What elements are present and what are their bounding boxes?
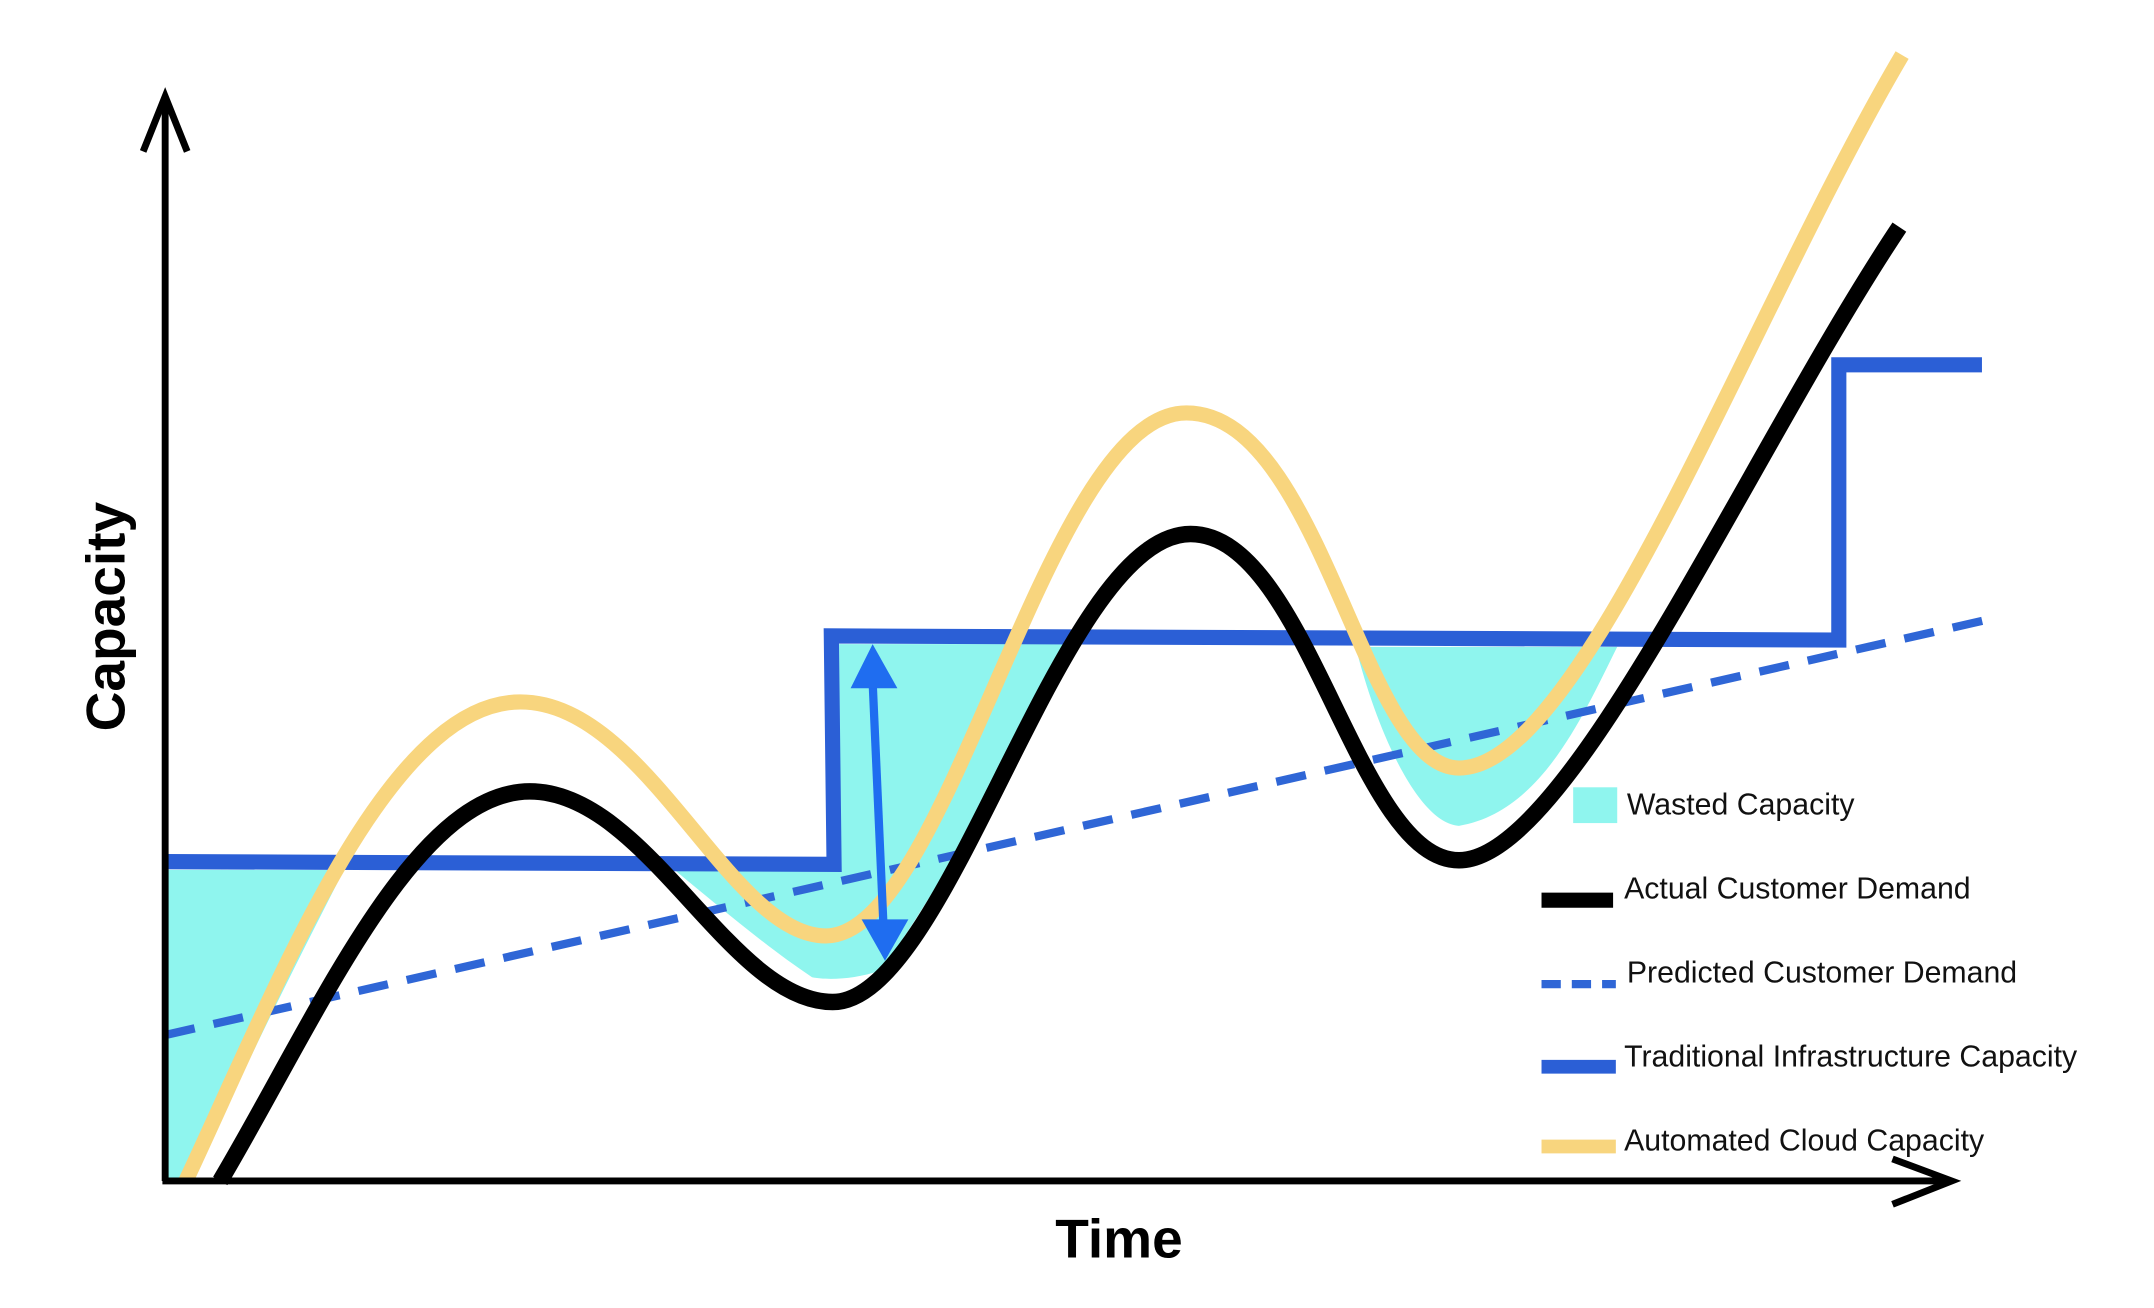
y-axis-label: Capacity <box>75 502 137 732</box>
gap-arrow <box>850 644 909 961</box>
legend-label: Wasted Capacity <box>1627 789 1856 822</box>
legend-label: Actual Customer Demand <box>1624 873 1971 906</box>
predicted-demand-line <box>164 615 1990 1040</box>
legend: Wasted Capacity Actual Customer Demand P… <box>1541 787 2078 1157</box>
axes <box>139 87 1962 1208</box>
legend-label: Traditional Infrastructure Capacity <box>1624 1040 2078 1073</box>
cloud-capacity-line <box>178 51 1909 1185</box>
actual-demand-line <box>213 222 1907 1186</box>
x-axis-label: Time <box>1055 1207 1182 1269</box>
legend-label: Automated Cloud Capacity <box>1624 1124 1985 1157</box>
legend-label: Predicted Customer Demand <box>1627 956 2017 989</box>
legend-swatch <box>1573 787 1618 824</box>
